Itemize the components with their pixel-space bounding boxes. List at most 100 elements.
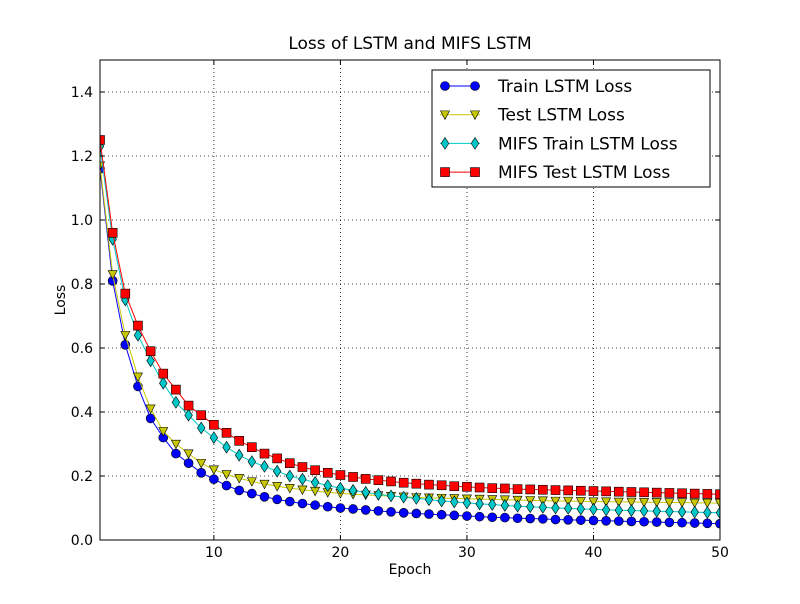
data-point (159, 376, 168, 390)
data-point (601, 497, 612, 507)
data-point (272, 494, 282, 505)
data-point (626, 487, 637, 497)
series-2 (100, 161, 720, 509)
data-point (715, 506, 720, 520)
data-point (399, 490, 408, 504)
x-tick-label: 50 (711, 545, 729, 561)
data-point (639, 516, 649, 527)
legend: Train LSTM Loss Test LSTM Loss MIFS Train … (431, 69, 711, 188)
data-point (272, 482, 283, 492)
data-point (398, 507, 409, 518)
data-point (450, 495, 459, 509)
data-point (449, 481, 460, 492)
data-point (171, 396, 181, 409)
data-point (550, 496, 561, 507)
data-point (436, 480, 447, 491)
legend-marker (470, 137, 480, 150)
x-tick-label: 20 (331, 545, 349, 561)
data-point (335, 503, 346, 513)
data-point (272, 464, 282, 478)
y-axis-label: Loss (53, 284, 69, 316)
data-point (348, 484, 358, 497)
data-point (613, 497, 624, 508)
data-point (246, 477, 257, 487)
data-point (196, 410, 207, 421)
data-point (500, 483, 510, 494)
data-point (197, 421, 206, 435)
data-point (120, 288, 131, 299)
data-point (133, 328, 143, 342)
data-point (576, 515, 586, 525)
data-point (424, 479, 434, 490)
data-point (462, 496, 472, 510)
data-point (386, 489, 396, 503)
data-point (512, 484, 523, 494)
data-point (259, 479, 270, 490)
data-point (272, 453, 282, 464)
data-point (297, 498, 308, 509)
data-point (474, 511, 485, 522)
data-point (613, 486, 624, 497)
data-point (576, 502, 585, 516)
data-point (500, 499, 510, 512)
data-point (259, 491, 270, 502)
legend-marker (470, 167, 480, 177)
data-point (627, 504, 636, 517)
data-point (411, 508, 422, 519)
data-point (322, 501, 333, 512)
data-point (360, 474, 371, 484)
data-point (360, 505, 371, 515)
x-tick-label: 10 (205, 545, 223, 561)
data-point (120, 331, 131, 341)
data-point (209, 431, 219, 444)
data-point (234, 485, 244, 496)
data-point (247, 488, 257, 499)
data-point (652, 504, 661, 518)
data-point (412, 492, 421, 505)
data-point (487, 483, 498, 493)
series-layer (100, 135, 720, 529)
data-point (512, 513, 523, 524)
data-point (145, 404, 156, 415)
y-tick-label: 1.0 (71, 213, 93, 229)
data-point (575, 497, 586, 507)
data-point (335, 470, 346, 480)
data-point (538, 514, 548, 524)
data-point (563, 515, 573, 525)
data-point (145, 346, 156, 357)
data-point (513, 499, 522, 513)
data-point (132, 372, 143, 383)
legend-item: MIFS Train LSTM Loss (440, 134, 678, 154)
data-point (563, 485, 573, 496)
data-point (183, 400, 194, 411)
data-point (183, 449, 194, 459)
data-point (588, 486, 599, 496)
data-point (260, 460, 269, 473)
data-point (690, 505, 699, 519)
data-point (475, 497, 484, 511)
data-point (665, 505, 674, 518)
data-point (284, 484, 295, 494)
data-point (689, 498, 700, 509)
data-point (588, 497, 599, 507)
data-point (247, 455, 257, 468)
legend-marker (470, 110, 480, 121)
data-point (298, 472, 307, 486)
data-point (158, 368, 169, 379)
data-point (576, 485, 586, 496)
data-point (664, 488, 675, 498)
data-point (689, 518, 700, 528)
data-point (234, 435, 244, 446)
data-point (297, 462, 308, 472)
data-point (677, 505, 687, 519)
data-point (525, 513, 536, 524)
data-point (449, 510, 460, 521)
data-point (702, 518, 713, 529)
data-point (171, 448, 181, 459)
data-point (715, 499, 720, 509)
y-tick-label: 0.4 (71, 405, 93, 421)
data-point (639, 487, 649, 498)
data-point (323, 479, 332, 492)
